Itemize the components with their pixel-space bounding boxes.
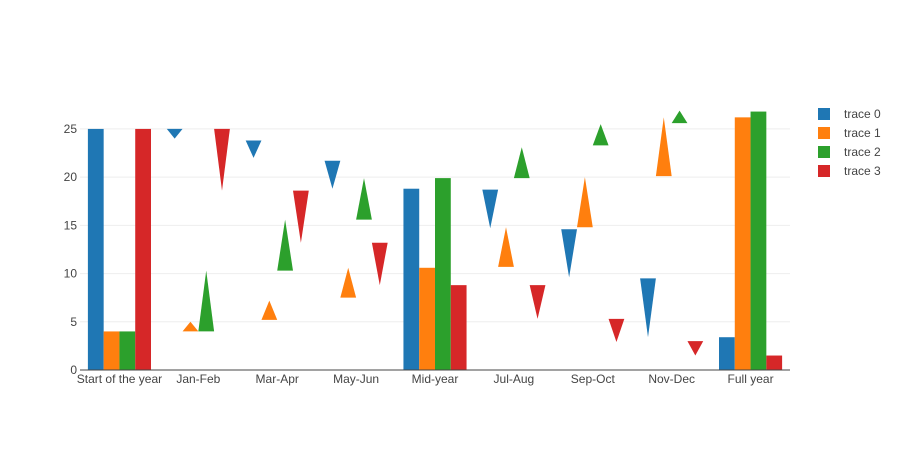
- delta-trace-3[interactable]: [371, 242, 388, 286]
- delta-trace-1[interactable]: [182, 321, 199, 332]
- delta-trace-3[interactable]: [529, 285, 546, 319]
- bar-trace-2[interactable]: [435, 178, 451, 370]
- delta-trace-0[interactable]: [482, 189, 499, 229]
- legend-swatch: [818, 127, 830, 139]
- legend-item[interactable]: trace 0: [818, 107, 881, 121]
- bar-trace-2[interactable]: [750, 111, 767, 371]
- x-tick-label: May-Jun: [333, 372, 379, 386]
- bar-trace-1[interactable]: [419, 267, 435, 370]
- legend-swatch: [818, 146, 830, 158]
- delta-trace-2[interactable]: [513, 147, 530, 179]
- legend-label: trace 3: [844, 164, 881, 178]
- delta-trace-2[interactable]: [198, 270, 215, 332]
- plot-area: [87, 110, 783, 371]
- y-tick-label: 25: [64, 122, 78, 136]
- bar-trace-0[interactable]: [719, 337, 735, 370]
- bar-trace-3[interactable]: [450, 285, 467, 370]
- bar-trace-0[interactable]: [87, 128, 104, 370]
- delta-trace-3[interactable]: [608, 318, 625, 343]
- delta-trace-3[interactable]: [293, 190, 309, 243]
- bar-trace-3[interactable]: [135, 128, 151, 370]
- legend-item[interactable]: trace 3: [818, 164, 881, 178]
- axes: 0 5 10 15 20 25 Start of the year Jan-Feb Mar-Ap…: [64, 122, 790, 386]
- delta-trace-0[interactable]: [640, 278, 656, 338]
- delta-trace-0[interactable]: [166, 128, 183, 139]
- delta-trace-2[interactable]: [671, 110, 688, 124]
- x-tick-label: Nov-Dec: [648, 372, 695, 386]
- x-tick-label: Mid-year: [412, 372, 459, 386]
- y-tick-label: 10: [64, 267, 78, 281]
- legend-item[interactable]: trace 2: [818, 145, 881, 159]
- delta-trace-2[interactable]: [277, 219, 293, 271]
- delta-trace-1[interactable]: [498, 227, 514, 267]
- delta-trace-1[interactable]: [261, 300, 278, 320]
- delta-trace-2[interactable]: [356, 178, 372, 220]
- delta-trace-1[interactable]: [577, 177, 593, 228]
- x-tick-label: Jul-Aug: [494, 372, 535, 386]
- x-tick-label: Full year: [728, 372, 774, 386]
- legend-label: trace 2: [844, 145, 881, 159]
- legend-swatch: [818, 108, 830, 120]
- delta-trace-0[interactable]: [245, 140, 262, 158]
- bar-trace-2[interactable]: [119, 331, 136, 370]
- bar-trace-1[interactable]: [734, 117, 751, 370]
- y-tick-label: 15: [64, 218, 78, 232]
- x-tick-label: Start of the year: [77, 372, 162, 386]
- delta-trace-0[interactable]: [324, 160, 341, 189]
- legend-item[interactable]: trace 1: [818, 126, 881, 140]
- bar-trace-3[interactable]: [766, 355, 783, 370]
- delta-trace-1[interactable]: [655, 117, 672, 177]
- delta-trace-0[interactable]: [561, 229, 577, 278]
- delta-trace-3[interactable]: [214, 128, 230, 191]
- delta-trace-2[interactable]: [592, 124, 609, 146]
- y-tick-label: 5: [70, 315, 77, 329]
- legend-label: trace 1: [844, 126, 881, 140]
- legend[interactable]: trace 0 trace 1 trace 2 trace 3: [818, 107, 881, 178]
- x-tick-label: Jan-Feb: [176, 372, 220, 386]
- delta-trace-3[interactable]: [687, 341, 704, 356]
- bar-trace-0[interactable]: [403, 188, 420, 370]
- y-tick-label: 20: [64, 170, 78, 184]
- bar-trace-1[interactable]: [103, 331, 120, 370]
- legend-swatch: [818, 165, 830, 177]
- x-tick-label: Sep-Oct: [571, 372, 616, 386]
- x-tick-label: Mar-Apr: [256, 372, 299, 386]
- y-tick-label: 0: [70, 363, 77, 377]
- legend-label: trace 0: [844, 107, 881, 121]
- delta-trace-1[interactable]: [340, 267, 357, 298]
